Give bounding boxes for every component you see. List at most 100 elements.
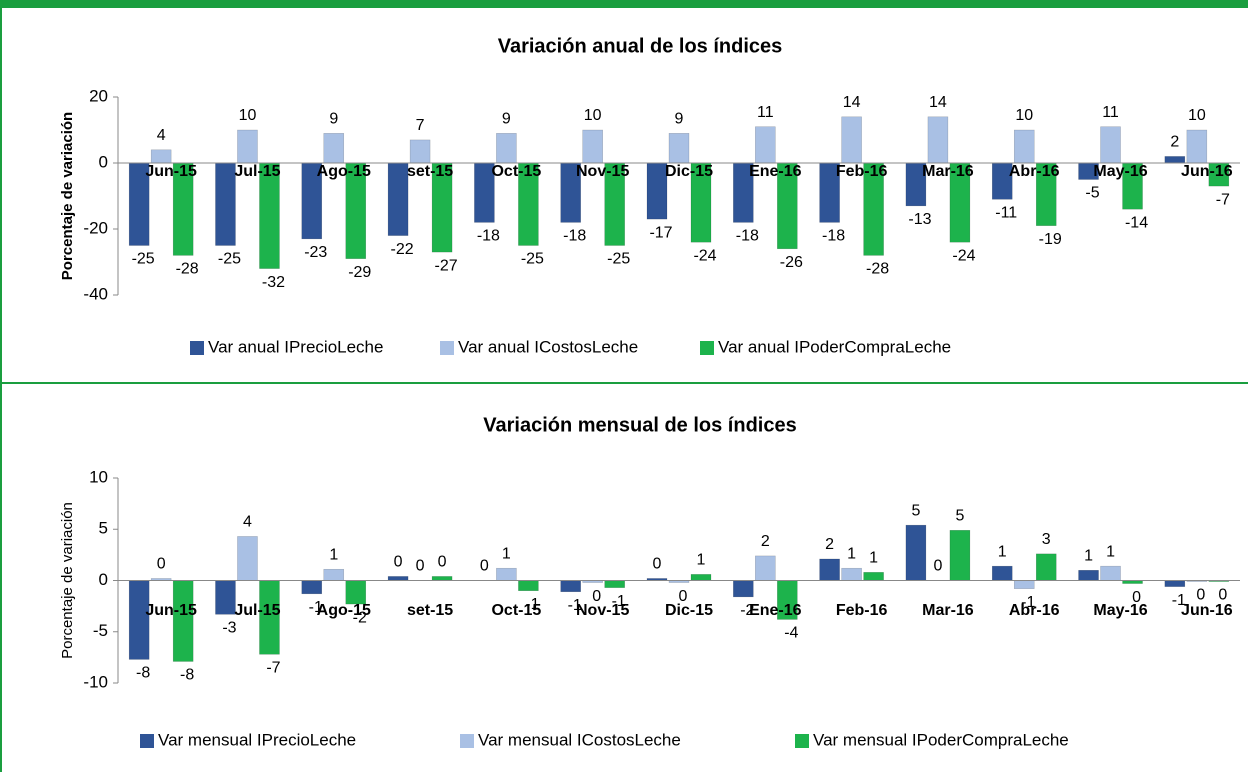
bar: [1013, 129, 1035, 164]
x-tick-label: Mar-16: [922, 163, 974, 180]
data-label: -25: [218, 251, 241, 268]
x-tick-label: Oct-15: [491, 163, 541, 180]
data-label: 0: [157, 556, 166, 573]
data-label: -2: [353, 609, 367, 626]
data-label: 10: [1015, 107, 1033, 124]
data-label: -24: [952, 247, 975, 264]
y-tick-label: -5: [93, 621, 108, 640]
legend-label: Var mensual IPrecioLeche: [158, 730, 356, 749]
data-label: -3: [222, 620, 236, 637]
data-label: -18: [822, 228, 845, 245]
data-label: 1: [502, 545, 511, 562]
legend-label: Var mensual IPoderCompraLeche: [813, 730, 1069, 749]
y-axis-label: Porcentaje de variación: [59, 502, 76, 659]
legend-label: Var mensual ICostosLeche: [478, 730, 681, 749]
data-label: 1: [869, 550, 878, 567]
bar: [991, 565, 1013, 581]
bar: [1100, 126, 1121, 164]
data-label: 1: [1084, 547, 1093, 564]
bar: [733, 580, 754, 598]
bar: [387, 576, 409, 581]
bar: [841, 116, 862, 164]
bar: [690, 574, 712, 581]
data-label: -1: [1172, 592, 1186, 609]
x-tick-label: May-16: [1093, 602, 1147, 619]
y-tick-label: -20: [83, 218, 108, 237]
bar: [905, 524, 927, 581]
bar: [1164, 580, 1186, 587]
data-label: -1: [525, 596, 539, 613]
x-tick-label: Ago-15: [317, 163, 371, 180]
x-tick-label: Jun-15: [145, 602, 197, 619]
bar: [755, 555, 776, 581]
data-label: 2: [825, 536, 834, 553]
data-label: -18: [563, 228, 586, 245]
x-tick-label: Feb-16: [836, 602, 888, 619]
data-label: 1: [847, 545, 856, 562]
data-label: -2: [740, 602, 754, 619]
data-label: -7: [266, 660, 280, 677]
y-tick-label: 0: [99, 570, 108, 589]
bar: [496, 567, 517, 581]
data-label: -22: [391, 241, 414, 258]
data-label: -29: [348, 264, 371, 281]
data-label: -14: [1125, 214, 1148, 231]
data-label: 10: [584, 107, 602, 124]
bar: [1186, 129, 1208, 164]
x-tick-label: Nov-15: [576, 163, 629, 180]
data-label: 0: [394, 554, 403, 571]
data-label: -28: [866, 261, 889, 278]
data-label: -1: [612, 593, 626, 610]
legend-swatch: [460, 734, 474, 748]
y-tick-label: 0: [99, 152, 108, 171]
x-tick-label: Jun-16: [1181, 602, 1233, 619]
data-label: 0: [1196, 587, 1205, 604]
data-label: 10: [1188, 107, 1206, 124]
top-bar: [0, 0, 1248, 8]
data-label: -27: [435, 257, 458, 274]
data-label: 5: [911, 502, 920, 519]
data-label: 2: [1170, 134, 1179, 151]
y-tick-label: -10: [83, 672, 108, 691]
bar: [172, 580, 194, 662]
bar: [949, 530, 971, 581]
data-label: 9: [329, 111, 338, 128]
data-label: 0: [653, 556, 662, 573]
bar: [1013, 580, 1035, 589]
bar: [215, 580, 236, 615]
data-label: 10: [239, 107, 257, 124]
x-tick-label: Ago-15: [317, 602, 371, 619]
data-label: -1: [568, 597, 582, 614]
y-tick-label: 5: [99, 519, 108, 538]
chart-title: Variación mensual de los índices: [483, 414, 796, 436]
data-label: 0: [438, 554, 447, 571]
data-label: 1: [998, 543, 1007, 560]
x-tick-label: Jun-16: [1181, 163, 1233, 180]
bar: [863, 572, 884, 581]
bar: [819, 558, 840, 581]
bar: [237, 536, 258, 581]
y-axis-label: Porcentaje de variación: [59, 112, 76, 280]
data-label: -1: [309, 599, 323, 616]
x-tick-label: May-16: [1093, 163, 1147, 180]
data-label: 14: [929, 94, 947, 111]
y-tick-label: 20: [89, 86, 108, 105]
data-label: -11: [995, 205, 1017, 222]
x-tick-label: Feb-16: [836, 163, 888, 180]
bar: [215, 162, 236, 246]
data-label: 11: [757, 104, 774, 121]
data-label: 9: [502, 111, 511, 128]
bar: [1100, 565, 1121, 581]
x-tick-label: Dic-15: [665, 602, 713, 619]
data-label: 1: [329, 546, 338, 563]
data-label: 0: [416, 558, 425, 575]
bar: [431, 576, 453, 581]
bar: [841, 567, 862, 581]
data-label: 0: [933, 558, 942, 575]
data-label: -24: [693, 247, 716, 264]
data-label: 0: [480, 558, 489, 575]
x-tick-label: Ene-16: [749, 602, 802, 619]
data-label: 0: [1132, 589, 1141, 606]
data-label: -7: [1216, 191, 1230, 208]
